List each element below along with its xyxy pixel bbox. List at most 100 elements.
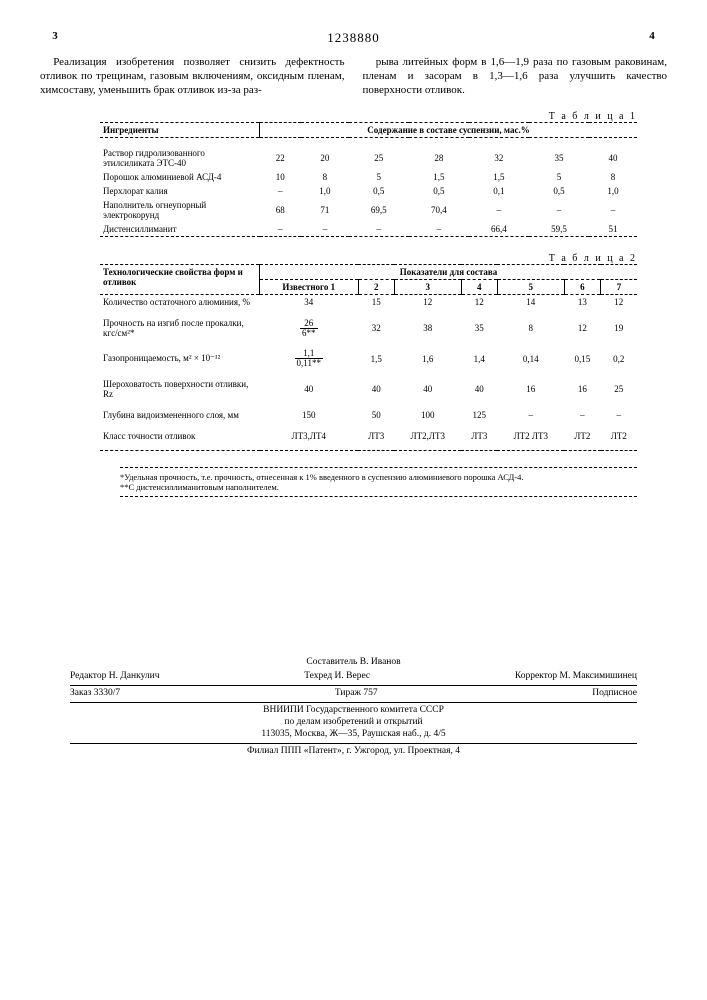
cell: 14	[497, 295, 564, 310]
table-row: Глубина видоизмененного слоя, мм15050100…	[100, 408, 637, 422]
cell: –	[349, 222, 409, 237]
footnote-2: **С дистенсиллиманитовым наполнителем.	[120, 482, 637, 492]
cell: 150	[260, 408, 359, 422]
t1-head-label: Ингредиенты	[100, 123, 260, 138]
imprint-author: Составитель В. Иванов	[40, 657, 667, 669]
t2-subhead: 4	[461, 280, 497, 295]
cell: 68	[260, 198, 301, 222]
table-2-caption: Т а б л и ц а 2	[100, 253, 637, 264]
cell: ЛТ3,ЛТ4	[260, 429, 359, 443]
table-1: Т а б л и ц а 1 Ингредиенты Содержание в…	[100, 111, 637, 241]
cell: 70,4	[409, 198, 469, 222]
cell: 1,4	[461, 347, 497, 370]
imprint-order: Заказ 3330/7	[70, 688, 120, 700]
cell: –	[529, 198, 589, 222]
cell: 1,5	[358, 347, 394, 370]
t2-head-label: Технологические свойства форм и отливок	[100, 265, 260, 295]
imprint-addr1: 113035, Москва, Ж—35, Раушская наб., д. …	[40, 729, 667, 741]
cell: –	[564, 408, 600, 422]
imprint-org2: по делам изобретений и открытий	[40, 717, 667, 729]
t2-subhead: 2	[358, 280, 394, 295]
row-label: Класс точности отливок	[100, 429, 260, 443]
imprint-tirage: Тираж 757	[335, 688, 378, 700]
cell: 40	[394, 377, 461, 401]
imprint-editor: Редактор Н. Данкулич	[70, 671, 160, 683]
page-header: 3 1238880 4	[40, 30, 667, 46]
table-row: Порошок алюминиевой АСД-410851,51,558	[100, 170, 637, 184]
cell: ЛТ3	[358, 429, 394, 443]
table-row: Прочность на изгиб после прокалки, кгс/с…	[100, 316, 637, 340]
t1-head-span: Содержание в составе суспензии, мас.%	[260, 123, 638, 138]
row-label: Газопроницаемость, м² × 10⁻¹²	[100, 347, 260, 370]
table-row: Перхлорат калия–1,00,50,50,10,51,0	[100, 184, 637, 198]
row-label: Шероховатость поверхности отливки, Rz	[100, 377, 260, 401]
cell: 100	[394, 408, 461, 422]
cell: –	[301, 222, 349, 237]
cell: –	[601, 408, 637, 422]
table-row: Количество остаточного алюминия, %341512…	[100, 295, 637, 310]
cell: 8	[589, 170, 637, 184]
cell: 40	[589, 146, 637, 170]
cell: 38	[394, 316, 461, 340]
cell: 51	[589, 222, 637, 237]
row-label: Наполнитель огнеупорный электрокорунд	[100, 198, 260, 222]
t2-head-span: Показатели для состава	[260, 265, 638, 280]
body-columns: Реализация изобретения позволяет снизить…	[40, 56, 667, 97]
t2-subhead: 7	[601, 280, 637, 295]
table-row: Шероховатость поверхности отливки, Rz404…	[100, 377, 637, 401]
cell: ЛТ2,ЛТ3	[394, 429, 461, 443]
cell: 69,5	[349, 198, 409, 222]
column-left: Реализация изобретения позволяет снизить…	[40, 56, 345, 97]
cell: 32	[358, 316, 394, 340]
cell: 12	[564, 316, 600, 340]
row-label: Перхлорат калия	[100, 184, 260, 198]
cell: 0,5	[529, 184, 589, 198]
cell: 28	[409, 146, 469, 170]
cell: 66,4	[469, 222, 529, 237]
imprint-corrector: Корректор М. Максимишинец	[515, 671, 637, 683]
cell: 5	[529, 170, 589, 184]
document-number: 1238880	[327, 30, 380, 46]
imprint-sign: Подписное	[592, 688, 637, 700]
cell: 12	[461, 295, 497, 310]
paragraph-left: Реализация изобретения позволяет снизить…	[40, 56, 345, 97]
cell: 12	[394, 295, 461, 310]
cell: 19	[601, 316, 637, 340]
cell: –	[260, 222, 301, 237]
cell: 40	[358, 377, 394, 401]
cell: 59,5	[529, 222, 589, 237]
t2-subhead: 6	[564, 280, 600, 295]
cell: 266**	[260, 316, 359, 340]
cell: ЛТ2 ЛТ3	[497, 429, 564, 443]
cell: 8	[497, 316, 564, 340]
cell: 71	[301, 198, 349, 222]
cell: 1,6	[394, 347, 461, 370]
t2-subhead: Известного 1	[260, 280, 359, 295]
cell: 125	[461, 408, 497, 422]
cell: 40	[461, 377, 497, 401]
cell: –	[409, 222, 469, 237]
cell: 1,0	[301, 184, 349, 198]
footnote-1: *Удельная прочность, т.е. прочность, отн…	[120, 472, 637, 482]
cell: 22	[260, 146, 301, 170]
cell: 13	[564, 295, 600, 310]
cell: 50	[358, 408, 394, 422]
cell: 15	[358, 295, 394, 310]
table-row: Дистенсиллиманит––––66,459,551	[100, 222, 637, 237]
table-row: Наполнитель огнеупорный электрокорунд687…	[100, 198, 637, 222]
cell: 1,10,11**	[260, 347, 359, 370]
cell: 1,5	[469, 170, 529, 184]
row-label: Раствор гидролизованного этилсиликата ЭТ…	[100, 146, 260, 170]
cell: 25	[601, 377, 637, 401]
table-1-caption: Т а б л и ц а 1	[100, 111, 637, 122]
cell: –	[260, 184, 301, 198]
cell: ЛТ3	[461, 429, 497, 443]
row-label: Порошок алюминиевой АСД-4	[100, 170, 260, 184]
table-row: Класс точности отливокЛТ3,ЛТ4ЛТ3ЛТ2,ЛТ3Л…	[100, 429, 637, 443]
cell: ЛТ2	[564, 429, 600, 443]
row-label: Количество остаточного алюминия, %	[100, 295, 260, 310]
table-row: Газопроницаемость, м² × 10⁻¹²1,10,11**1,…	[100, 347, 637, 370]
cell: 40	[260, 377, 359, 401]
cell: 35	[461, 316, 497, 340]
table-2: Т а б л и ц а 2 Технологические свойства…	[100, 253, 637, 455]
